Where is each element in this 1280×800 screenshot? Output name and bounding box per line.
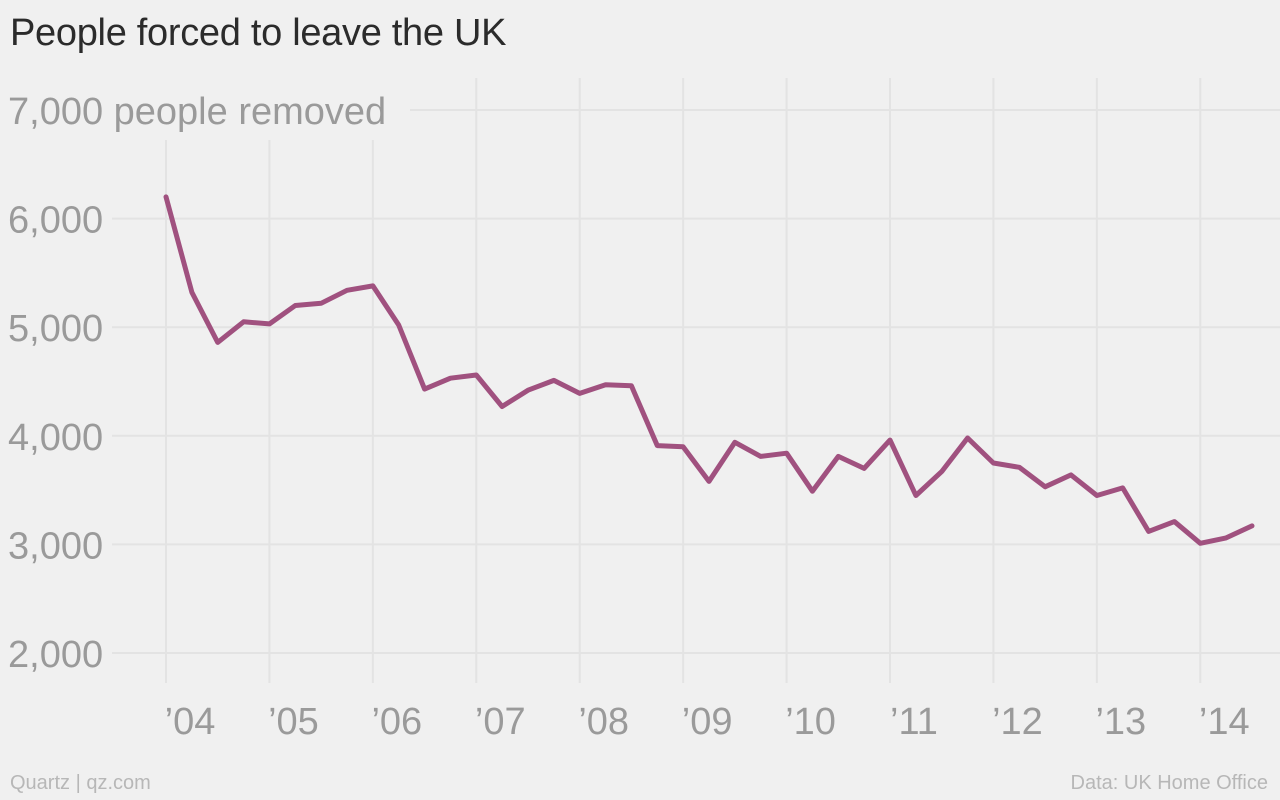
x-tick-label: ’14	[1199, 701, 1250, 743]
x-axis-ticks: ’04 ’05 ’06 ’07 ’08 ’09 ’10 ’11 ’12 ’13 ’14	[165, 701, 1250, 743]
x-tick-label: ’05	[268, 701, 319, 743]
x-tick-label: ’07	[475, 701, 526, 743]
y-axis-ticks: 2,000 3,000 4,000 5,000 6,000 7,000 people re…	[8, 91, 386, 676]
y-tick-label: 2,000	[8, 634, 103, 676]
series-line	[163, 194, 1255, 546]
y-axis-label: 7,000 people removed	[8, 91, 386, 133]
y-tick-label: 4,000	[8, 417, 103, 459]
chart-title: People forced to leave the UK	[10, 12, 507, 54]
horizontal-gridlines	[112, 109, 1280, 654]
x-tick-label: ’08	[578, 701, 629, 743]
x-tick-label: ’13	[1095, 701, 1146, 743]
vertical-gridlines	[165, 78, 1202, 683]
y-tick-label: 6,000	[8, 200, 103, 242]
series-group	[163, 194, 1255, 546]
source-credit: Quartz | qz.com	[10, 772, 151, 794]
data-source: Data: UK Home Office	[1070, 772, 1268, 794]
x-tick-label: ’09	[682, 701, 733, 743]
y-tick-label: 5,000	[8, 308, 103, 350]
x-tick-label: ’12	[992, 701, 1043, 743]
x-tick-label: ’11	[890, 701, 938, 743]
x-tick-label: ’10	[785, 701, 836, 743]
y-tick-label: 3,000	[8, 525, 103, 567]
x-tick-label: ’06	[371, 701, 422, 743]
x-tick-label: ’04	[165, 701, 216, 743]
